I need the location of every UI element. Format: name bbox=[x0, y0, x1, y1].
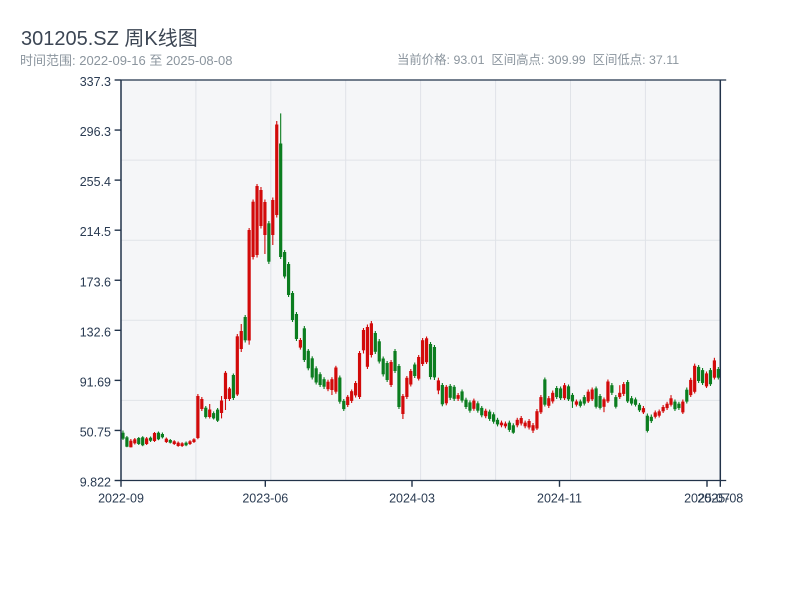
svg-text:132.6: 132.6 bbox=[80, 325, 111, 339]
svg-text:2022-09: 2022-09 bbox=[98, 491, 144, 505]
svg-text:9.822: 9.822 bbox=[80, 476, 111, 490]
svg-text:2025-08: 2025-08 bbox=[697, 491, 743, 505]
svg-text:255.4: 255.4 bbox=[80, 175, 111, 189]
svg-text:2025-07: 2025-07 bbox=[684, 491, 730, 505]
svg-text:337.3: 337.3 bbox=[80, 75, 111, 89]
svg-text:2024-03: 2024-03 bbox=[389, 491, 435, 505]
svg-text:91.69: 91.69 bbox=[80, 375, 111, 389]
svg-text:2024-11: 2024-11 bbox=[537, 491, 582, 505]
svg-text:296.3: 296.3 bbox=[80, 125, 111, 139]
svg-text:173.6: 173.6 bbox=[80, 275, 111, 289]
svg-text:214.5: 214.5 bbox=[80, 225, 111, 239]
svg-text:50.75: 50.75 bbox=[80, 425, 111, 439]
svg-text:2023-06: 2023-06 bbox=[242, 491, 288, 505]
